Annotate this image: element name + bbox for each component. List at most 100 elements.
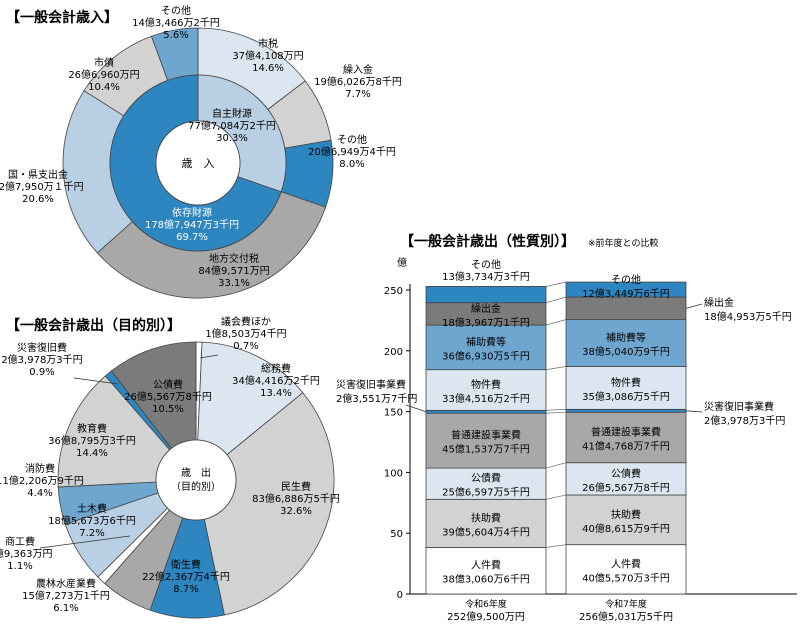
purpose-slice-label: 83億6,886万5千円 [252, 492, 340, 505]
segment-label: 物件費 [611, 376, 641, 389]
revenue-section-title: 【一般会計歳入】 [6, 9, 118, 26]
segment-label: 扶助費 [471, 511, 501, 524]
connector-line [545, 366, 567, 370]
segment-label: 40億5,570万3千円 [582, 571, 670, 584]
bar-segment [425, 286, 547, 304]
segment-label: 公債費 [611, 467, 641, 480]
purpose-slice-label: 衛生費 [171, 558, 201, 571]
bar-segment [425, 467, 547, 500]
bar-segment [565, 319, 687, 367]
bar-segment [425, 369, 547, 411]
bar-segment [565, 494, 687, 546]
connector-line [545, 281, 567, 287]
purpose-donut-chart: 歳 出（目的別） 議会費ほか1億8,503万4千円0.7%総務費34億4,416万… [0, 315, 340, 619]
segment-label: 扶助費 [611, 508, 641, 521]
y-tick-label: 100 [384, 468, 403, 479]
segment-label: 36億6,930万5千円 [442, 349, 530, 362]
connector-line [545, 411, 567, 414]
purpose-slice-label: 15億7,273万1千円 [22, 589, 110, 602]
segment-label: 繰出金 [471, 302, 501, 315]
connector-line [545, 409, 567, 411]
revenue-center [155, 120, 241, 206]
purpose-slice-label: 2億3,978万3千円 [1, 353, 82, 366]
callout-label: 繰出金 [704, 296, 734, 309]
revenue-outer-label: 10.4% [88, 82, 120, 93]
segment-label: 人件費 [611, 557, 641, 570]
leader-line [39, 535, 131, 549]
segment-label: 40億8,615万9千円 [582, 522, 670, 535]
leader-line [199, 354, 219, 359]
purpose-slice-label: 農林水産業費 [36, 577, 96, 590]
purpose-slice-label: 商工費 [5, 535, 35, 548]
bar-segment [425, 324, 547, 371]
purpose-slice-label: 36億8,795万3千円 [48, 434, 136, 447]
purpose-slice-label: 8.7% [173, 584, 198, 595]
revenue-outer-label: 市税 [258, 37, 278, 50]
purpose-slice-label: 14.4% [76, 448, 108, 459]
revenue-outer-label: 26億6,960万円 [68, 68, 139, 81]
purpose-slice-label: 22億2,367万4千円 [142, 570, 230, 583]
segment-label: 26億5,567万8千円 [582, 481, 670, 494]
segment-label: 普通建設事業費 [451, 429, 521, 442]
purpose-slice-label: 公債費 [153, 378, 183, 391]
revenue-outer-label: 19億6,026万8千円 [314, 75, 402, 88]
callout-label: 2億3,551万7千円 [336, 392, 417, 405]
segment-label: 38億3,060万6千円 [442, 573, 530, 586]
leader-line [73, 377, 119, 385]
segment-label: 物件費 [471, 378, 501, 391]
revenue-inner-label: 178億7,947万3千円 [145, 218, 239, 231]
bar-segment [425, 412, 547, 469]
y-tick-label: 250 [384, 286, 403, 297]
purpose-slice-label: 1億8,503万4千円 [205, 327, 286, 340]
segment-label: その他 [611, 273, 641, 286]
category-total: 256億5,031万5千円 [579, 610, 673, 623]
category-label: 令和7年度 [605, 598, 647, 610]
category-label: 令和6年度 [465, 598, 507, 610]
bar-segment [425, 498, 547, 548]
purpose-slice-label: 0.7% [233, 341, 258, 352]
purpose-slice-label: 34億4,416万2千円 [232, 374, 320, 387]
purpose-slice-label: 26億5,567万8千円 [124, 390, 212, 403]
y-tick-label: 150 [384, 408, 403, 419]
purpose-slice-label: 18億5,673万6千円 [48, 514, 136, 527]
purpose-slice-label: 7.2% [79, 528, 104, 539]
revenue-outer-label: その他 [337, 133, 367, 146]
segment-label: 33億4,516万2千円 [442, 392, 530, 405]
revenue-outer-label: 繰入金 [343, 63, 373, 76]
category-total: 252億9,500万円 [447, 610, 525, 623]
segment-label: 補助費等 [466, 335, 506, 348]
connector-line [545, 544, 567, 548]
purpose-slice-label: 土木費 [77, 502, 107, 515]
revenue-outer-label: 20.6% [22, 194, 54, 205]
segment-label: 12億3,449万6千円 [582, 287, 670, 300]
purpose-slice-label: 1.1% [7, 561, 32, 572]
revenue-outer-label: 84億9,571万円 [198, 264, 269, 277]
bar-segment [565, 462, 687, 496]
connector-line [545, 319, 567, 326]
purpose-slice-label: 11億2,206万9千円 [0, 474, 84, 487]
segment-label: 35億3,086万5千円 [582, 390, 670, 403]
revenue-outer-label: その他 [161, 4, 191, 17]
bar-segment [425, 547, 547, 595]
purpose-slice-label: 10.5% [152, 404, 184, 415]
bar-segment [565, 281, 687, 298]
purpose-slice-label: 6.1% [53, 603, 78, 614]
segment-label: 18億3,967万1千円 [442, 316, 530, 329]
revenue-outer-label: 地方交付税 [209, 252, 259, 265]
connector-line [545, 296, 567, 303]
revenue-outer-label: 52億7,950万１千円 [0, 180, 84, 193]
revenue-outer-label: 5.6% [163, 30, 188, 41]
bar-segment [425, 409, 547, 414]
callout-label: 2億3,978万3千円 [704, 414, 785, 427]
purpose-section-title: 【一般会計歳出（目的別）】 [6, 317, 181, 334]
purpose-slice-label: 総務費 [261, 362, 291, 375]
revenue-outer-label: 8.0% [339, 159, 364, 170]
purpose-slice-label: 0.9% [29, 367, 54, 378]
segment-label: 公債費 [471, 472, 501, 485]
revenue-inner-label: 77億7,084万2千円 [188, 119, 276, 132]
segment-label: 45億1,537万7千円 [442, 443, 530, 456]
revenue-outer-label: 市債 [94, 56, 114, 69]
revenue-outer-label: 37億4,108万円 [232, 49, 303, 62]
